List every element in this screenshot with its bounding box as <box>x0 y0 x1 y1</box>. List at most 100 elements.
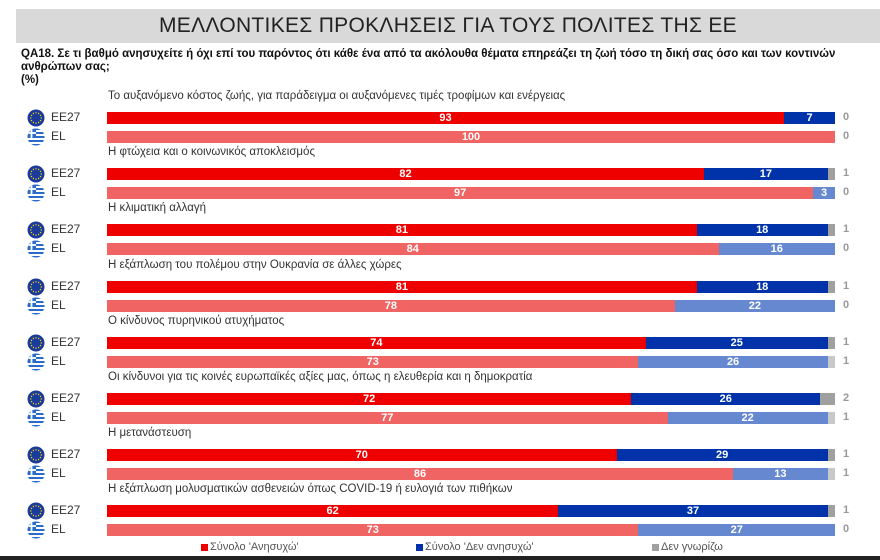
legend-label: Σύνολο 'Δεν ανησυχώ' <box>425 541 534 553</box>
greek-flag-icon <box>27 409 45 427</box>
stacked-bar: 78 22 <box>107 299 835 312</box>
row-label: EE27 <box>51 166 81 181</box>
eu-flag-icon <box>27 334 45 352</box>
row-label: EE27 <box>51 222 81 237</box>
segment-worried: 77 <box>107 412 668 424</box>
group-label: Η φτώχεια και ο κοινωνικός αποκλεισμός <box>108 146 315 159</box>
legend-swatch-red <box>201 543 208 551</box>
legend-item-worried: Σύνολο 'Ανησυχώ' <box>201 541 299 553</box>
row-el: EL 73 26 1 <box>0 353 880 371</box>
group-label: Η μετανάστευση <box>108 427 192 440</box>
bottom-border <box>0 556 880 560</box>
dont-know-value: 1 <box>843 223 850 236</box>
row-el: EL 78 22 0 <box>0 297 880 315</box>
dont-know-value: 1 <box>843 354 850 367</box>
row-label: EL <box>51 522 66 537</box>
segment-dont-know <box>827 280 835 293</box>
stacked-bar: 82 17 <box>107 168 835 181</box>
eu-flag-icon <box>27 165 45 183</box>
group-label: Η κλιματική αλλαγή <box>108 202 207 215</box>
row-el: EL 86 13 1 <box>0 465 880 483</box>
row-eu27: EE27 62 37 1 <box>0 502 880 520</box>
stacked-bar: 81 18 <box>107 280 835 293</box>
segment-dont-know <box>827 355 835 368</box>
greek-flag-icon <box>27 128 45 146</box>
row-el: EL 73 27 0 <box>0 521 880 539</box>
row-eu27: EE27 72 26 2 <box>0 390 880 408</box>
bar-group: Η κλιματική αλλαγή EE27 81 18 1 EL 84 16 0 <box>0 202 880 258</box>
group-label: Το αυξανόμενο κόστος ζωής, για παράδειγμ… <box>108 90 566 102</box>
segment-not-worried: 3 <box>813 187 835 200</box>
legend-label: Δεν γνωρίζω <box>661 541 723 553</box>
row-eu27: EE27 74 25 1 <box>0 334 880 352</box>
row-label: EE27 <box>51 447 81 462</box>
eu-flag-icon <box>27 221 45 239</box>
segment-worried: 73 <box>107 524 639 537</box>
segment-not-worried: 17 <box>703 168 828 181</box>
greek-flag-icon <box>27 465 45 483</box>
row-label: EE27 <box>51 110 81 124</box>
row-eu27: EE27 81 18 1 <box>0 278 880 296</box>
greek-flag-icon <box>27 184 45 202</box>
dont-know-value: 0 <box>843 130 850 142</box>
segment-dont-know <box>827 449 835 462</box>
row-eu27: EE27 82 17 1 <box>0 165 880 183</box>
stacked-bar: 73 27 <box>107 524 835 537</box>
row-eu27: EE27 93 7 0 <box>0 109 880 127</box>
dont-know-value: 1 <box>843 279 850 292</box>
row-el: EL 77 22 1 <box>0 409 880 427</box>
dont-know-value: 0 <box>843 298 850 311</box>
stacked-bar: 73 26 <box>107 355 835 368</box>
row-el: EL 84 16 0 <box>0 240 880 258</box>
greek-flag-icon <box>27 521 45 539</box>
dont-know-value: 1 <box>843 167 850 180</box>
segment-not-worried: 25 <box>645 336 828 349</box>
segment-not-worried: 29 <box>616 449 828 462</box>
segment-not-worried: 22 <box>667 412 828 424</box>
legend-item-dont-know: Δεν γνωρίζω <box>652 541 723 553</box>
segment-not-worried: 27 <box>638 524 835 537</box>
segment-worried: 81 <box>107 224 697 237</box>
eu-flag-icon <box>27 278 45 296</box>
segment-worried: 70 <box>107 449 617 462</box>
legend-label: Σύνολο 'Ανησυχώ' <box>210 541 299 553</box>
segment-dont-know <box>827 336 835 349</box>
segment-dont-know <box>827 468 835 481</box>
dont-know-value: 1 <box>843 335 850 348</box>
bar-group: Η εξάπλωση του πολέμου στην Ουκρανία σε … <box>0 259 880 315</box>
segment-worried: 81 <box>107 280 697 293</box>
segment-not-worried: 16 <box>718 243 835 256</box>
group-label: Ο κίνδυνος πυρηνικού ατυχήματος <box>108 314 285 327</box>
row-label: EE27 <box>51 503 81 518</box>
row-eu27: EE27 70 29 1 <box>0 446 880 464</box>
eu-flag-icon <box>27 446 45 464</box>
bar-group: Η φτώχεια και ο κοινωνικός αποκλεισμός EE… <box>0 146 880 202</box>
bar-group: Η εξάπλωση μολυσματικών ασθενειών όπως C… <box>0 483 880 539</box>
stacked-bar: 86 13 <box>107 468 835 481</box>
segment-worried: 62 <box>107 505 559 518</box>
stacked-bar: 74 25 <box>107 336 835 349</box>
legend: Σύνολο 'Ανησυχώ' Σύνολο 'Δεν ανησυχώ' Δε… <box>0 541 880 557</box>
row-el: EL 97 3 0 <box>0 184 880 202</box>
dont-know-value: 2 <box>843 392 850 404</box>
segment-worried: 97 <box>107 187 814 200</box>
segment-not-worried: 37 <box>558 505 828 518</box>
segment-not-worried: 7 <box>784 112 835 124</box>
segment-worried: 73 <box>107 355 639 368</box>
segment-dont-know <box>827 168 835 181</box>
legend-swatch-blue <box>416 543 423 551</box>
bar-group: Ο κίνδυνος πυρηνικού ατυχήματος EE27 74 25 1… <box>0 315 880 371</box>
bar-group: Οι κίνδυνοι για τις κοινές ευρωπαϊκές αξ… <box>0 371 880 427</box>
row-label: EL <box>51 353 66 368</box>
greek-flag-icon <box>27 353 45 371</box>
row-label: EL <box>51 410 66 424</box>
segment-worried: 93 <box>107 112 785 124</box>
eu-flag-icon <box>27 109 45 127</box>
segment-worried: 86 <box>107 468 734 481</box>
bar-group: Η μετανάστευση EE27 70 29 1 EL 86 13 1 <box>0 427 880 483</box>
eu-flag-icon <box>27 502 45 520</box>
dont-know-value: 0 <box>843 186 850 199</box>
dont-know-value: 0 <box>843 242 850 255</box>
segment-dont-know <box>820 393 835 405</box>
segment-worried: 82 <box>107 168 704 181</box>
